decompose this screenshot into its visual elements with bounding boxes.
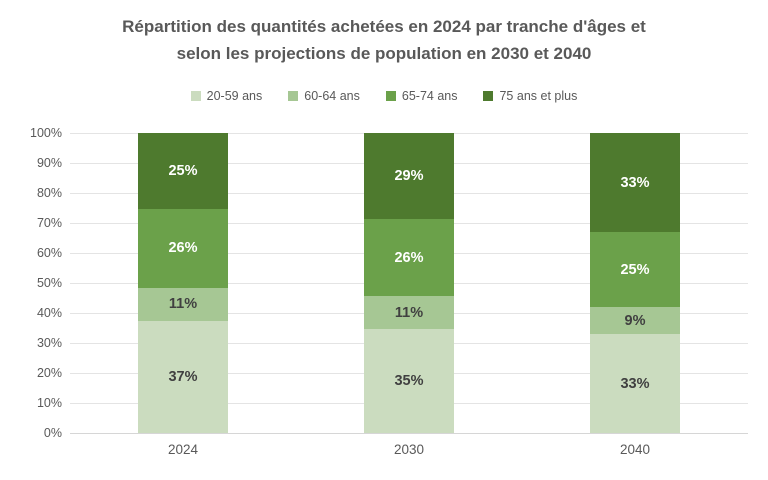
bar-value-label: 25% bbox=[168, 162, 198, 179]
legend-label: 65-74 ans bbox=[401, 89, 458, 103]
bar-value-label: 25% bbox=[620, 261, 650, 278]
bar-segment-2024-65-74-ans: 26% bbox=[138, 208, 228, 288]
bar-segment-2040-75-ans-et-plus: 33% bbox=[590, 133, 680, 232]
bar-value-label: 33% bbox=[620, 375, 650, 392]
chart-title-line-1: Répartition des quantités achetées en 20… bbox=[122, 17, 646, 36]
bar-2024: 37% 11% 26% 25% bbox=[138, 133, 228, 433]
legend-swatch-60-64-ans bbox=[288, 91, 299, 101]
x-tick-label-2030: 2030 bbox=[393, 442, 425, 457]
y-tick-label: 70% bbox=[36, 216, 62, 230]
legend-label: 75 ans et plus bbox=[499, 89, 578, 103]
bar-segment-2040-60-64-ans: 9% bbox=[590, 307, 680, 334]
y-tick-label: 50% bbox=[36, 276, 62, 290]
bar-value-label: 35% bbox=[394, 373, 424, 390]
bar-2040: 33% 9% 25% 33% bbox=[590, 133, 680, 433]
legend-item-20-59-ans: 20-59 ans bbox=[190, 89, 263, 103]
bar-segment-2030-75-ans-et-plus: 29% bbox=[364, 133, 454, 220]
bar-value-label: 11% bbox=[394, 304, 424, 321]
bar-2030: 35% 11% 26% 29% bbox=[364, 133, 454, 433]
legend-swatch-65-74-ans bbox=[385, 91, 396, 101]
y-tick-label: 30% bbox=[36, 336, 62, 350]
chart-title-line-2: selon les projections de population en 2… bbox=[176, 44, 592, 63]
gridline bbox=[70, 132, 748, 134]
legend-item-75-ans-et-plus: 75 ans et plus bbox=[483, 89, 577, 103]
bar-segment-2030-60-64-ans: 11% bbox=[364, 296, 454, 330]
legend-swatch-75-ans-et-plus bbox=[483, 91, 494, 101]
y-tick-label: 20% bbox=[36, 366, 62, 380]
legend-swatch-20-59-ans bbox=[190, 91, 201, 101]
bar-value-label: 11% bbox=[168, 296, 198, 313]
x-tick-label-2040: 2040 bbox=[619, 442, 651, 457]
legend-label: 60-64 ans bbox=[304, 89, 360, 103]
bar-value-label: 33% bbox=[620, 174, 650, 191]
bar-segment-2040-20-59-ans: 33% bbox=[590, 334, 680, 433]
bar-segment-2024-75-ans-et-plus: 25% bbox=[138, 133, 228, 209]
y-tick-label: 60% bbox=[36, 246, 62, 260]
x-tick-label-2024: 2024 bbox=[167, 442, 199, 457]
chart-legend: 20-59 ans 60-64 ans 65-74 ans 75 ans et plu… bbox=[0, 89, 768, 103]
bar-value-label: 26% bbox=[168, 240, 198, 257]
bar-value-label: 37% bbox=[168, 368, 198, 385]
x-axis: 2024 2030 2040 bbox=[70, 442, 748, 464]
plot-area: 37% 11% 26% 25% 35% 11% 26% 29% 33% 9% 25% 33% bbox=[70, 132, 748, 434]
bar-segment-2024-20-59-ans: 37% bbox=[138, 320, 228, 433]
y-tick-label: 90% bbox=[36, 156, 62, 170]
y-tick-label: 0% bbox=[43, 426, 62, 440]
y-axis: 0% 10% 20% 30% 40% 50% 60% 70% 80% 90% 100% bbox=[0, 126, 62, 440]
bar-segment-2024-60-64-ans: 11% bbox=[138, 287, 228, 321]
bar-value-label: 26% bbox=[394, 249, 424, 266]
legend-item-60-64-ans: 60-64 ans bbox=[288, 89, 360, 103]
bar-segment-2030-20-59-ans: 35% bbox=[364, 329, 454, 433]
bar-segment-2040-65-74-ans: 25% bbox=[590, 232, 680, 307]
bar-segment-2030-65-74-ans: 26% bbox=[364, 219, 454, 297]
legend-label: 20-59 ans bbox=[206, 89, 263, 103]
y-tick-label: 10% bbox=[36, 396, 62, 410]
bar-value-label: 9% bbox=[624, 312, 646, 329]
legend-item-65-74-ans: 65-74 ans bbox=[385, 89, 458, 103]
y-tick-label: 100% bbox=[30, 126, 62, 140]
y-tick-label: 40% bbox=[36, 306, 62, 320]
chart-title: Répartition des quantités achetées en 20… bbox=[0, 13, 768, 67]
y-tick-label: 80% bbox=[36, 186, 62, 200]
bar-value-label: 29% bbox=[394, 168, 424, 185]
